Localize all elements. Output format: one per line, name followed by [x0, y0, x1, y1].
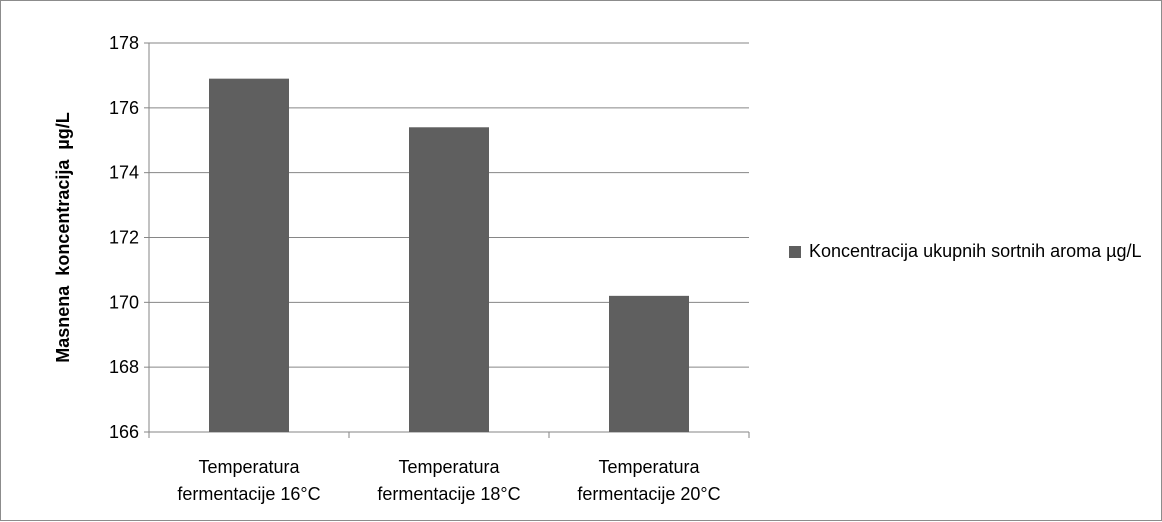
- bar: [209, 78, 289, 433]
- y-axis-title: Masnena koncentracija µg/L: [53, 112, 73, 362]
- bar: [409, 127, 489, 433]
- y-tick-label: 176: [109, 98, 139, 118]
- bar: [609, 295, 689, 432]
- x-tick-label: Temperatura: [398, 457, 500, 477]
- y-tick-label: 170: [109, 292, 139, 312]
- legend: Koncentracija ukupnih sortnih aroma µg/L: [789, 237, 1149, 265]
- x-tick-label: Temperatura: [198, 457, 300, 477]
- x-tick-label: fermentacije 18°C: [377, 484, 520, 504]
- x-tick-label: fermentacije 20°C: [577, 484, 720, 504]
- y-tick-label: 166: [109, 422, 139, 442]
- x-tick-label: Temperatura: [598, 457, 700, 477]
- y-tick-label: 174: [109, 163, 139, 183]
- y-tick-label: 178: [109, 33, 139, 53]
- legend-label: Koncentracija ukupnih sortnih aroma µg/L: [809, 241, 1142, 261]
- legend-swatch: [789, 246, 801, 258]
- y-tick-label: 168: [109, 357, 139, 377]
- x-tick-label: fermentacije 16°C: [177, 484, 320, 504]
- y-tick-label: 172: [109, 228, 139, 248]
